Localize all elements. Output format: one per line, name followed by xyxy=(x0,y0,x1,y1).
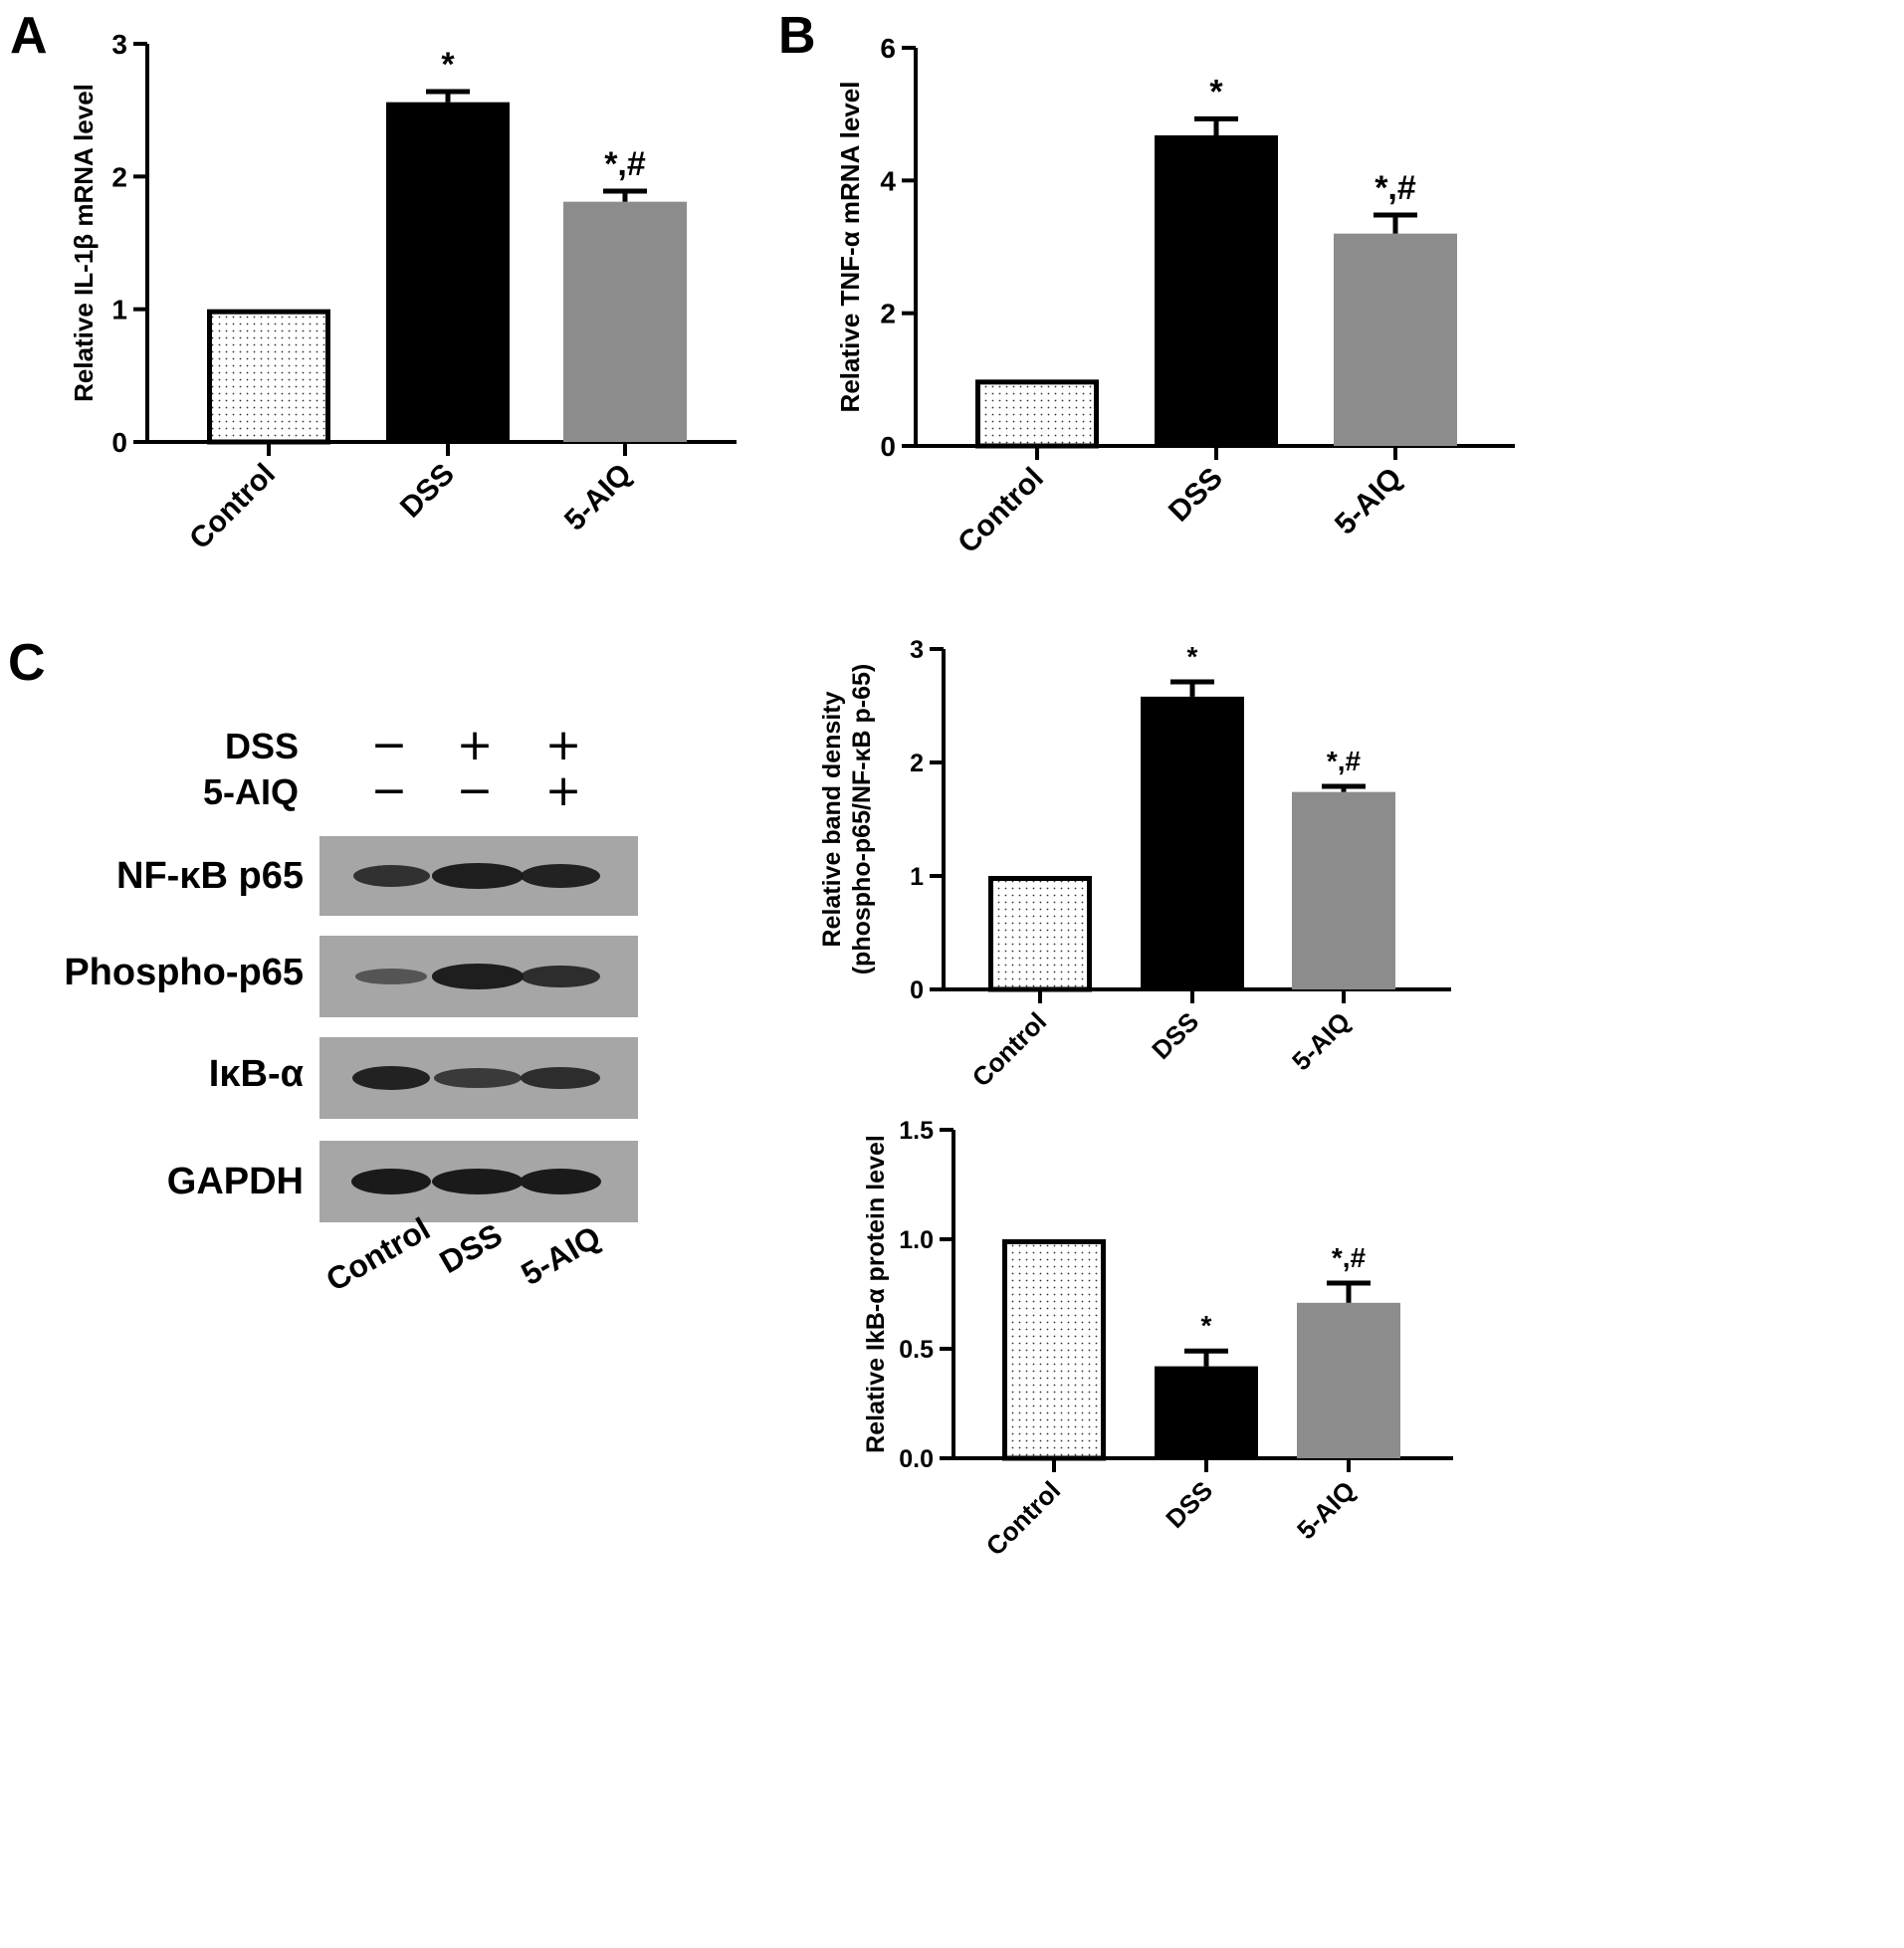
y-tick-label: 0.5 xyxy=(899,1336,934,1364)
significance-label: * xyxy=(1187,641,1198,672)
bar-5aiq xyxy=(563,201,687,442)
bar-dss xyxy=(386,102,510,443)
y-tick-label: 1 xyxy=(111,295,127,325)
bar-control xyxy=(988,876,1092,992)
y-tick-label: 3 xyxy=(910,636,924,664)
significance-label: * xyxy=(441,46,455,84)
blot-band xyxy=(351,1065,431,1091)
x-tick-label: 5-AIQ xyxy=(1286,1006,1356,1076)
blot-band xyxy=(432,863,524,889)
blot-row-label-nfkb: NF-κB p65 xyxy=(116,855,304,897)
x-tick-label: DSS xyxy=(1160,1475,1218,1534)
x-tick-label: Control xyxy=(952,462,1050,560)
y-tick-label: 0 xyxy=(111,427,127,458)
chart-c-ikb-protein: 0.0 0.5 1.0 1.5 Relative IkB-α protein level… xyxy=(862,1117,1453,1562)
x-tick-label: 5-AIQ xyxy=(558,458,638,538)
y-axis-label-2: (phospho-p65/NF-κB p-65) xyxy=(848,664,876,975)
blot-band xyxy=(521,965,600,988)
x-tick-label: Control xyxy=(183,458,282,556)
bar-control xyxy=(207,309,330,445)
x-tick-label: 5-AIQ xyxy=(1329,462,1408,541)
sign-dss-dss: + xyxy=(456,720,494,770)
y-tick-label: 1.5 xyxy=(899,1117,934,1145)
blot-band xyxy=(434,1067,522,1089)
significance-label: * xyxy=(1209,73,1223,110)
chart-c-phospho-density: 0 1 2 3 Relative band density (phospho-p65/NF… xyxy=(818,636,1451,1093)
blot-band xyxy=(351,1169,431,1194)
blot-strip xyxy=(319,1037,638,1119)
y-axis-label: Relative TNF-α mRNA level xyxy=(835,82,865,413)
panel-letter-a: A xyxy=(10,7,48,65)
x-tick-label: Control xyxy=(980,1475,1067,1562)
x-tick-label: DSS xyxy=(394,458,461,525)
blot-strip xyxy=(319,836,638,916)
y-tick-label: 0.0 xyxy=(899,1445,934,1473)
y-tick-label: 3 xyxy=(111,29,127,60)
sign-dss-5aiq: + xyxy=(544,720,582,770)
blot-lane-label-control: Control xyxy=(319,1210,437,1299)
x-tick-label: DSS xyxy=(1163,462,1229,529)
blot-band xyxy=(354,969,428,984)
blot-band xyxy=(521,1066,600,1090)
bar-dss xyxy=(1155,135,1278,446)
y-tick-label: 4 xyxy=(880,165,896,196)
significance-label: *,# xyxy=(1327,746,1362,776)
y-tick-label: 2 xyxy=(111,161,127,192)
y-axis-label: Relative IL-1β mRNA level xyxy=(69,84,99,402)
bar-control xyxy=(1002,1239,1106,1461)
bar-dss xyxy=(1155,1366,1258,1458)
x-tick-label: DSS xyxy=(1146,1006,1204,1065)
blot-band xyxy=(432,1169,524,1194)
significance-label: * xyxy=(1201,1310,1212,1341)
sign-dss-control: − xyxy=(370,720,408,770)
y-tick-label: 0 xyxy=(910,976,924,1004)
bar-5aiq xyxy=(1292,791,1395,989)
blot-row-label-phospho: Phospho-p65 xyxy=(64,952,304,993)
sign-5aiq-dss: − xyxy=(456,765,494,816)
y-tick-label: 0 xyxy=(880,431,896,462)
y-tick-label: 1.0 xyxy=(899,1226,934,1254)
significance-label: *,# xyxy=(604,145,646,183)
y-tick-label: 2 xyxy=(880,299,896,329)
y-tick-label: 1 xyxy=(910,863,924,891)
bar-5aiq xyxy=(1334,233,1457,446)
chart-b-tnfa: 0 2 4 6 Relative TNF-α mRNA level Control * DSS… xyxy=(835,33,1515,560)
blot-strip xyxy=(319,936,638,1017)
x-tick-label: Control xyxy=(966,1006,1053,1093)
bar-control xyxy=(975,379,1099,449)
y-tick-label: 2 xyxy=(910,750,924,777)
blot-lane-label-dss: DSS xyxy=(433,1216,509,1281)
treatment-label-5aiq: 5-AIQ xyxy=(202,771,299,812)
blot-lane-label-5aiq: 5-AIQ xyxy=(515,1218,607,1293)
significance-label: *,# xyxy=(1332,1242,1367,1273)
blot-band xyxy=(520,863,601,889)
sign-5aiq-5aiq: + xyxy=(544,765,582,816)
y-axis-label: Relative IkB-α protein level xyxy=(862,1135,890,1453)
blot-band xyxy=(432,964,524,989)
blot-row-label-gapdh: GAPDH xyxy=(166,1161,304,1202)
chart-a-il1b: 0 1 2 3 Relative IL-1β mRNA level Control * DSS… xyxy=(69,29,737,556)
y-axis-label: Relative band density xyxy=(818,691,846,947)
panel-letter-c: C xyxy=(8,634,46,692)
y-tick-label: 6 xyxy=(880,33,896,64)
blot-strip xyxy=(319,1141,638,1222)
blot-band xyxy=(520,1169,601,1194)
bar-dss xyxy=(1141,696,1244,989)
x-tick-label: 5-AIQ xyxy=(1291,1475,1361,1545)
sign-5aiq-control: − xyxy=(370,765,408,816)
panel-letter-b: B xyxy=(778,7,816,65)
blot-row-label-ikb: IκB-α xyxy=(208,1053,304,1095)
treatment-label-dss: DSS xyxy=(224,726,299,766)
bar-5aiq xyxy=(1297,1302,1400,1458)
blot-band xyxy=(352,865,430,887)
significance-label: *,# xyxy=(1375,169,1416,207)
